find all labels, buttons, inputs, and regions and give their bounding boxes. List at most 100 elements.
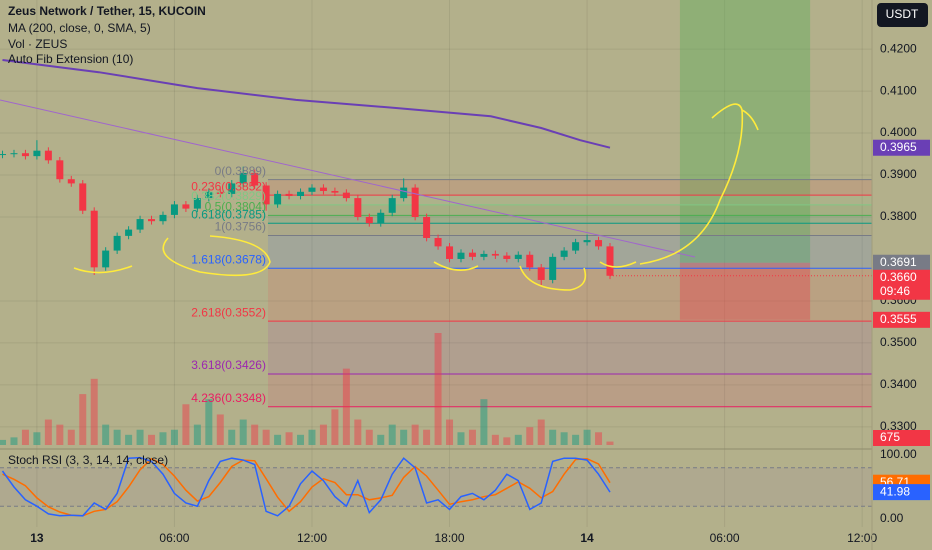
volume-bar: [0, 439, 7, 445]
stoch-line: [2, 457, 611, 517]
volume-bar: [216, 414, 224, 445]
fib-zone: [267, 268, 872, 322]
candle-body: [491, 253, 499, 256]
volume-bar: [308, 429, 316, 445]
volume-bar: [400, 429, 408, 445]
y-tick-label: 0.4000: [880, 125, 917, 139]
axis-label: 0.3965: [880, 140, 917, 154]
candle-body: [308, 187, 316, 192]
volume-bar: [537, 419, 545, 445]
scribble: [73, 265, 133, 274]
axis-label: 675: [880, 430, 900, 444]
stoch-tick-label: 100.00: [880, 447, 917, 461]
axis-label-bg: [873, 254, 930, 271]
ma-line: [2, 59, 611, 149]
volume-bar: [44, 419, 52, 445]
fib-label: 2.618(0.3552): [191, 305, 266, 319]
fib-zone: [267, 204, 872, 216]
chart-title: Zeus Network / Tether, 15, KUCOIN: [8, 4, 206, 18]
candle-body: [216, 191, 224, 194]
legend: Zeus Network / Tether, 15, KUCOIN MA (20…: [8, 4, 206, 467]
volume-bar: [56, 424, 64, 445]
button-bg[interactable]: [877, 3, 928, 27]
volume-bar: [572, 434, 580, 445]
axis-label-bg: [873, 269, 930, 300]
volume-bar: [331, 409, 339, 445]
candle-body: [606, 246, 614, 276]
volume-bar: [468, 429, 476, 445]
candle-body: [262, 185, 270, 205]
volume-bar: [251, 424, 259, 445]
volume-bar: [10, 437, 18, 445]
axis-label-bg: [873, 139, 930, 156]
volume-bar: [182, 404, 190, 445]
x-tick-label: 12:00: [297, 531, 327, 545]
fib-zone: [267, 179, 872, 196]
candle-body: [503, 255, 511, 259]
volume-bar: [446, 419, 454, 445]
scribble: [599, 261, 637, 268]
fib-label: 0(0.3889): [215, 164, 266, 178]
candle-body: [354, 198, 362, 217]
volume-bar: [480, 399, 488, 445]
volume-bar: [503, 437, 511, 445]
candle-body: [572, 242, 580, 251]
candle-body: [79, 183, 87, 211]
y-tick-label: 0.3400: [880, 377, 917, 391]
x-tick-label: 12:00: [847, 531, 877, 545]
fib-zone: [267, 215, 872, 224]
volume-bar: [67, 429, 75, 445]
currency-button[interactable]: USDT: [877, 3, 928, 27]
volume-bar: [102, 424, 110, 445]
scribble: [162, 235, 271, 277]
candle-body: [251, 172, 259, 186]
candle-body: [125, 229, 133, 236]
volume-bar: [21, 429, 29, 445]
axis-label-bg: [873, 430, 930, 446]
volume-bar: [297, 434, 305, 445]
candle-body: [297, 191, 305, 197]
fib-label: 0.236(0.3852): [191, 179, 266, 193]
candle-body: [583, 240, 591, 243]
axis-label: 0.3660: [880, 270, 917, 284]
x-tick-label: 13: [30, 531, 44, 545]
candle-body: [480, 253, 488, 257]
y-tick-label: 0.3800: [880, 209, 917, 223]
volume-bar: [491, 434, 499, 445]
volume-bar: [193, 424, 201, 445]
fib-label: 0.382(0.3829): [191, 189, 266, 203]
candle-body: [319, 187, 327, 191]
indicator-label: Auto Fib Extension (10): [8, 52, 133, 66]
fib-zone: [267, 235, 872, 269]
volume-bar: [342, 368, 350, 445]
y-tick-label: 0.4100: [880, 83, 917, 97]
candle-body: [148, 219, 156, 222]
button-label[interactable]: USDT: [886, 7, 919, 21]
candle-body: [67, 179, 75, 184]
fib-zone: [267, 195, 872, 205]
volume-bar: [113, 429, 121, 445]
candle-body: [400, 187, 408, 199]
fib-label: 0.5(0.3804): [205, 199, 266, 213]
candle-body: [446, 246, 454, 259]
candle-body: [331, 190, 339, 193]
candle-body: [170, 204, 178, 215]
stop-zone: [679, 262, 811, 320]
volume-bar: [549, 429, 557, 445]
candle-body: [537, 267, 545, 280]
candle-body: [514, 254, 522, 259]
volume-bar: [285, 432, 293, 445]
candle-body: [193, 198, 201, 209]
volume-bar: [514, 434, 522, 445]
volume-bar: [239, 419, 247, 445]
candle-body: [434, 237, 442, 247]
candle-body: [549, 256, 557, 280]
candle-body: [159, 214, 167, 222]
candle-body: [90, 210, 98, 268]
target-zone: [679, 0, 811, 263]
fib-zone: [267, 373, 872, 407]
candle-body: [44, 150, 52, 161]
x-tick-label: 18:00: [435, 531, 465, 545]
volume-bar: [560, 432, 568, 445]
